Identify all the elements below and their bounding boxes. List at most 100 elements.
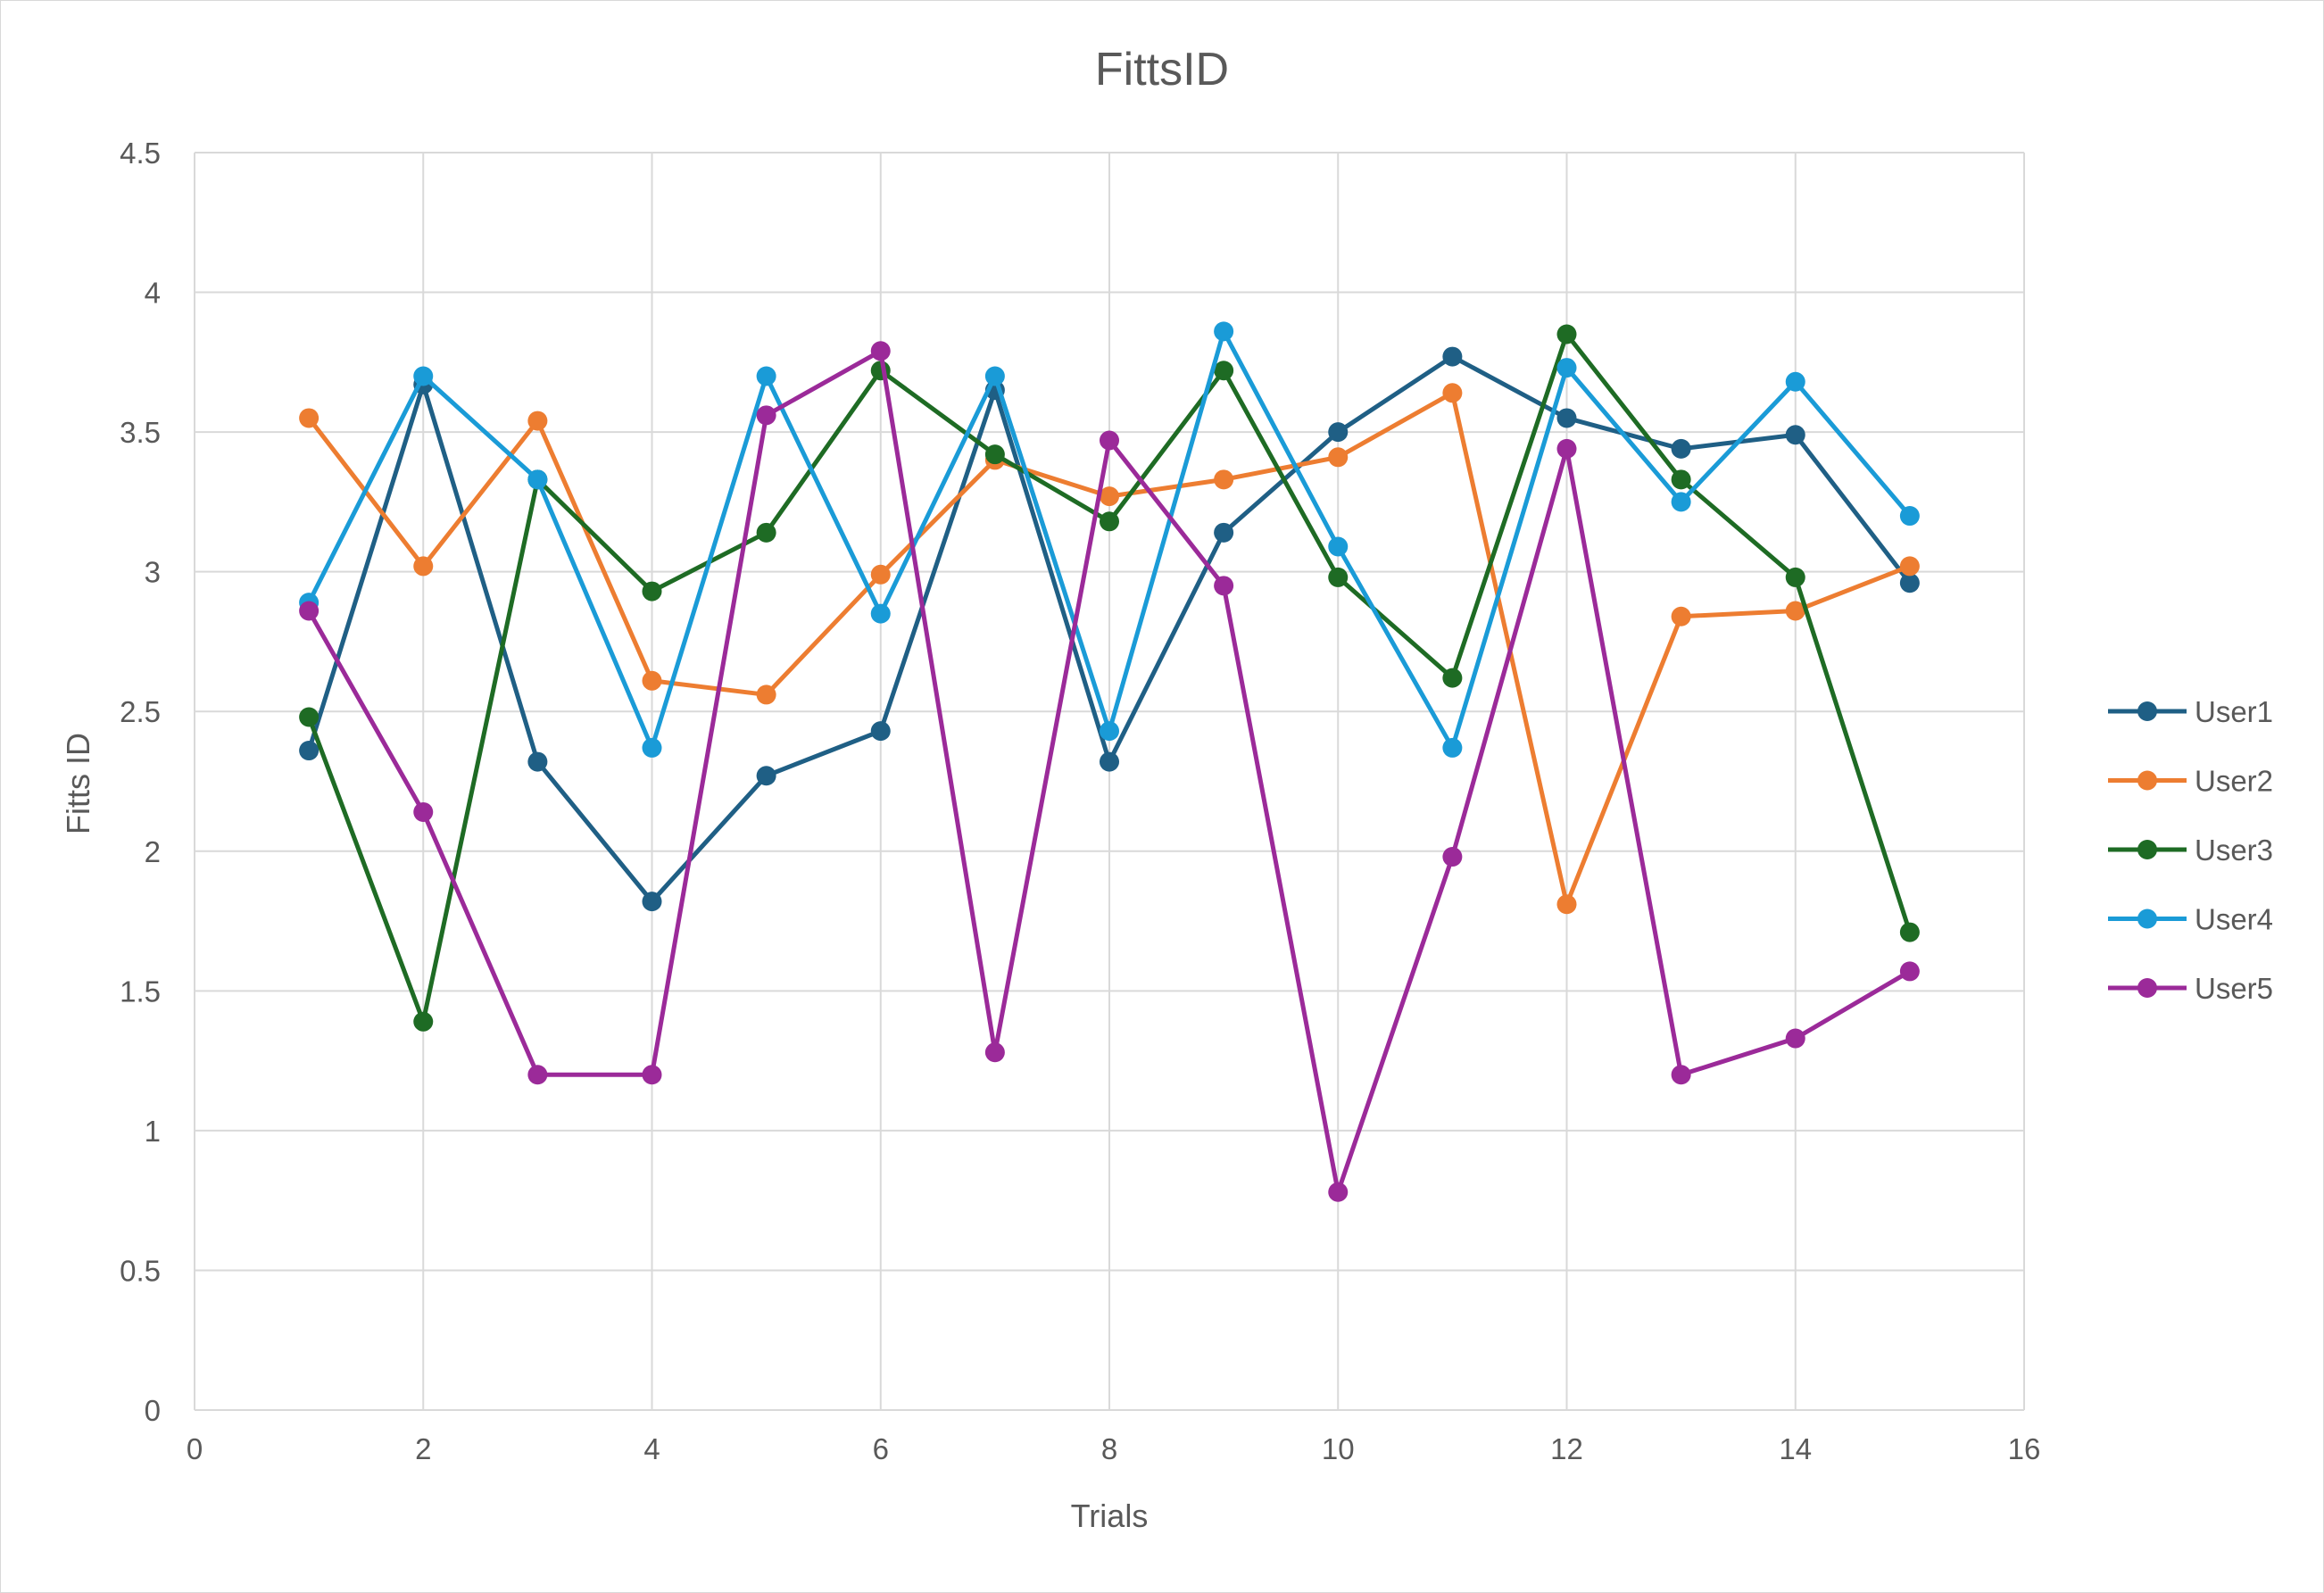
series-layer [299, 321, 1920, 1202]
x-tick-label: 14 [1779, 1432, 1812, 1465]
data-point [756, 366, 776, 386]
data-point [1442, 668, 1463, 688]
data-point [1899, 961, 1920, 982]
data-point [1671, 1065, 1691, 1085]
legend-item-user1: User1 [2108, 695, 2273, 728]
legend: User1 User2 User3 User4 User5 [2108, 695, 2273, 1005]
data-point [1100, 486, 1119, 507]
legend-marker [2137, 770, 2157, 791]
legend-marker [2137, 909, 2157, 929]
x-tick-label: 0 [187, 1432, 203, 1465]
data-point [1899, 556, 1920, 577]
data-point [1671, 492, 1691, 512]
data-point [1100, 511, 1119, 532]
data-point [870, 603, 891, 624]
y-axis-ticks: 0 0.5 1 1.5 2 2.5 3 3.5 4 4.5 [120, 137, 161, 1427]
data-point [299, 408, 320, 428]
series-user2 [299, 383, 1920, 915]
data-point [1671, 469, 1691, 490]
data-point [1785, 567, 1805, 587]
legend-label: User2 [2195, 765, 2273, 798]
data-point [870, 564, 891, 585]
data-point [1556, 408, 1577, 428]
data-point [299, 601, 320, 621]
data-point [413, 801, 434, 822]
data-point [413, 1011, 434, 1032]
data-point [1100, 751, 1119, 772]
data-point [1556, 324, 1577, 344]
series-user1 [299, 346, 1920, 912]
y-tick-label: 2.5 [120, 695, 161, 728]
legend-item-user4: User4 [2108, 903, 2273, 936]
x-axis-title: Trials [1071, 1498, 1149, 1534]
data-point [1214, 469, 1234, 490]
data-point [984, 366, 1005, 386]
data-point [756, 522, 776, 543]
data-point [1785, 601, 1805, 621]
data-point [1328, 536, 1349, 557]
legend-marker [2137, 840, 2157, 859]
y-tick-label: 3 [145, 556, 161, 589]
y-tick-label: 0 [145, 1394, 161, 1427]
data-point [1442, 737, 1463, 758]
data-point [1785, 371, 1805, 392]
series-user4 [299, 321, 1920, 758]
data-point [1442, 383, 1463, 403]
data-point [1785, 1028, 1805, 1049]
data-point [1214, 522, 1234, 543]
x-tick-label: 10 [1322, 1432, 1355, 1465]
data-point [1328, 422, 1349, 443]
series-user3 [299, 324, 1920, 1032]
y-tick-label: 1 [145, 1115, 161, 1148]
data-point [756, 684, 776, 705]
data-point [1328, 447, 1349, 468]
series-user5 [299, 341, 1920, 1202]
data-point [1328, 567, 1349, 587]
legend-item-user2: User2 [2108, 765, 2273, 798]
data-point [527, 411, 548, 431]
legend-item-user5: User5 [2108, 972, 2273, 1005]
data-point [870, 721, 891, 742]
data-point [1214, 321, 1234, 342]
data-point [1671, 606, 1691, 626]
legend-label: User5 [2195, 972, 2273, 1005]
legend-label: User1 [2195, 695, 2273, 728]
data-point [984, 444, 1005, 465]
data-point [642, 581, 662, 602]
data-point [1214, 576, 1234, 596]
data-point [1442, 847, 1463, 867]
x-tick-label: 6 [873, 1432, 889, 1465]
y-axis-title: Fitts ID [60, 733, 96, 834]
chart-title: FittsID [1095, 44, 1229, 95]
y-tick-label: 1.5 [120, 975, 161, 1008]
data-point [1556, 358, 1577, 378]
data-point [1214, 361, 1234, 381]
data-point [1671, 438, 1691, 459]
gridlines [194, 152, 2025, 1411]
legend-label: User3 [2195, 834, 2273, 867]
y-tick-label: 0.5 [120, 1254, 161, 1287]
x-axis-ticks: 0 2 4 6 8 10 12 14 16 [187, 1432, 2041, 1465]
data-point [1100, 721, 1119, 742]
legend-marker [2137, 978, 2157, 998]
data-point [1556, 894, 1577, 915]
data-point [527, 751, 548, 772]
data-point [642, 1065, 662, 1085]
y-tick-label: 3.5 [120, 416, 161, 449]
data-point [1899, 506, 1920, 527]
data-point [756, 405, 776, 426]
y-tick-label: 4.5 [120, 137, 161, 170]
data-point [527, 469, 548, 490]
data-point [1785, 425, 1805, 445]
x-tick-label: 16 [2008, 1432, 2041, 1465]
y-tick-label: 2 [145, 835, 161, 868]
data-point [1899, 573, 1920, 593]
data-point [870, 341, 891, 361]
data-point [642, 670, 662, 691]
y-tick-label: 4 [145, 277, 161, 310]
data-point [527, 1065, 548, 1085]
x-tick-label: 4 [643, 1432, 660, 1465]
x-tick-label: 8 [1101, 1432, 1117, 1465]
